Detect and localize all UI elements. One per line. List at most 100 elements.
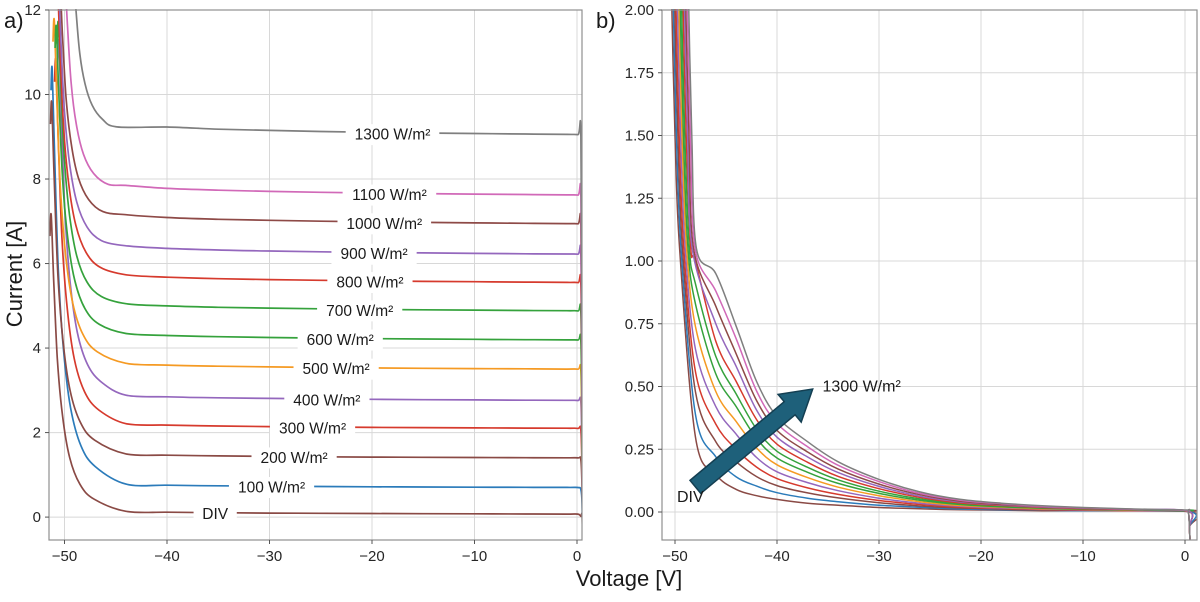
panel-a-curves — [49, 9, 582, 540]
curve-label-bg — [331, 243, 417, 265]
curve-label-1000 W/m²: 1000 W/m² — [337, 213, 432, 235]
curve-label-bg — [269, 417, 356, 439]
y-tick-label: 1.75 — [625, 65, 654, 82]
curve-label-1300 W/m²: 1300 W/m² — [345, 124, 440, 146]
curve-label-600 W/m²: 600 W/m² — [297, 329, 383, 351]
curve-b-1000 W/m² — [685, 9, 1191, 540]
y-axis-label: Current [A] — [2, 221, 27, 327]
curve-label-text: 1000 W/m² — [346, 216, 422, 233]
curve-label-text: 200 W/m² — [261, 450, 328, 467]
curve-label-text: 300 W/m² — [279, 420, 346, 437]
curve-label-text: 500 W/m² — [303, 361, 370, 378]
curve-a-900 W/m² — [58, 9, 582, 540]
max-irradiance-annotation: 1300 W/m² — [823, 379, 902, 396]
curve-a-400 W/m² — [56, 38, 582, 540]
y-tick-label: 0.75 — [625, 316, 654, 333]
curve-b-1100 W/m² — [686, 9, 1191, 540]
y-tick-label: 12 — [24, 2, 41, 19]
x-axis-label: Voltage [V] — [576, 566, 682, 591]
y-tick-label: 0.00 — [625, 504, 654, 521]
curve-label-500 W/m²: 500 W/m² — [293, 358, 379, 380]
curve-a-1000 W/m² — [60, 9, 582, 540]
x-tick-label: −30 — [866, 548, 891, 565]
curve-a-800 W/m² — [57, 9, 582, 540]
curve-a-500 W/m² — [52, 17, 582, 540]
x-tick-label: 0 — [1181, 548, 1189, 565]
y-tick-label: 4 — [33, 340, 41, 357]
curve-label-700 W/m²: 700 W/m² — [317, 300, 403, 322]
curve-b-DIV — [671, 9, 1197, 540]
panel-b-frame: −50 −40 −30 −20 −10 0 0.00 0.25 0.50 0.75 1.00 1.25… — [625, 2, 1198, 565]
y-tick-label: 1.00 — [625, 253, 654, 270]
curve-b-100 W/m² — [672, 9, 1197, 540]
curve-label-text: 1100 W/m² — [352, 187, 427, 204]
y-tick-label: 6 — [33, 256, 41, 273]
plot-root: DIV 100 W/m² 200 W/m² 300 W/m² 400 W/m² 500 W… — [24, 2, 1198, 565]
curve-label-text: 600 W/m² — [307, 332, 374, 349]
curve-a-DIV — [49, 212, 582, 540]
curve-a-600 W/m² — [54, 24, 582, 540]
curve-label-800 W/m²: 800 W/m² — [327, 272, 413, 294]
curve-label-100 W/m²: 100 W/m² — [228, 477, 315, 499]
x-tick-label: −40 — [154, 548, 179, 565]
x-tick-label: −20 — [359, 548, 384, 565]
curve-label-bg — [193, 503, 237, 525]
x-tick-label: −40 — [764, 548, 789, 565]
curve-label-text: 100 W/m² — [238, 480, 305, 497]
x-tick-label: −50 — [662, 548, 687, 565]
panel-a-letter: a) — [4, 8, 24, 33]
curve-labels: DIV 100 W/m² 200 W/m² 300 W/m² 400 W/m² 500 W… — [193, 124, 440, 525]
y-tick-label: 10 — [24, 87, 41, 104]
curve-b-900 W/m² — [683, 9, 1194, 540]
curve-label-text: 400 W/m² — [293, 392, 360, 409]
panel-b-curves — [671, 9, 1197, 540]
curve-b-400 W/m² — [676, 9, 1195, 540]
curve-a-700 W/m² — [56, 20, 582, 540]
curve-label-400 W/m²: 400 W/m² — [284, 389, 370, 411]
panel-b-annotations: DIV 1300 W/m² — [677, 379, 901, 506]
curve-label-bg — [297, 329, 383, 351]
curve-label-bg — [345, 124, 440, 146]
curve-b-300 W/m² — [675, 9, 1194, 540]
panel-a-spines — [48, 9, 583, 541]
curve-label-200 W/m²: 200 W/m² — [251, 447, 337, 469]
curve-label-bg — [228, 477, 315, 499]
curve-b-1300 W/m² — [688, 9, 1191, 540]
x-tick-label: −30 — [257, 548, 282, 565]
y-tick-label: 0.25 — [625, 441, 654, 458]
x-tick-label: −10 — [462, 548, 487, 565]
curve-label-text: 1300 W/m² — [355, 127, 431, 144]
curve-a-200 W/m² — [49, 100, 582, 540]
curve-label-text: 900 W/m² — [340, 246, 407, 263]
curve-b-500 W/m² — [678, 9, 1194, 540]
y-tick-label: 1.25 — [625, 190, 654, 207]
y-tick-label: 2 — [33, 425, 41, 442]
curve-label-text: 800 W/m² — [336, 275, 403, 292]
x-tick-label: −10 — [1070, 548, 1095, 565]
y-tick-label: 0 — [33, 509, 41, 526]
y-tick-label: 8 — [33, 171, 41, 188]
panel-b-letter: b) — [596, 8, 616, 33]
curve-label-bg — [327, 272, 413, 294]
curve-label-bg — [337, 213, 432, 235]
curve-label-bg — [342, 184, 437, 206]
y-tick-label: 2.00 — [625, 2, 654, 19]
y-tick-label: 1.50 — [625, 128, 654, 145]
panel-b-grid — [662, 9, 1197, 540]
curve-label-bg — [317, 300, 403, 322]
panel-b-spines — [661, 9, 1198, 541]
curve-label-900 W/m²: 900 W/m² — [331, 243, 417, 265]
curve-a-1100 W/m² — [65, 9, 582, 540]
curve-b-200 W/m² — [674, 9, 1197, 540]
y-tick-label: 0.50 — [625, 379, 654, 396]
x-tick-label: 0 — [573, 548, 581, 565]
curve-label-bg — [251, 447, 337, 469]
irradiance-arrow — [688, 388, 814, 495]
curve-a-300 W/m² — [53, 57, 582, 540]
div-annotation: DIV — [677, 489, 704, 506]
curve-a-1300 W/m² — [75, 9, 582, 540]
x-tick-label: −50 — [52, 548, 77, 565]
curve-label-DIV: DIV — [193, 503, 237, 525]
panel-a-frame: −50 −40 −30 −20 −10 0 0 2 4 6 8 10 12 — [24, 2, 583, 565]
